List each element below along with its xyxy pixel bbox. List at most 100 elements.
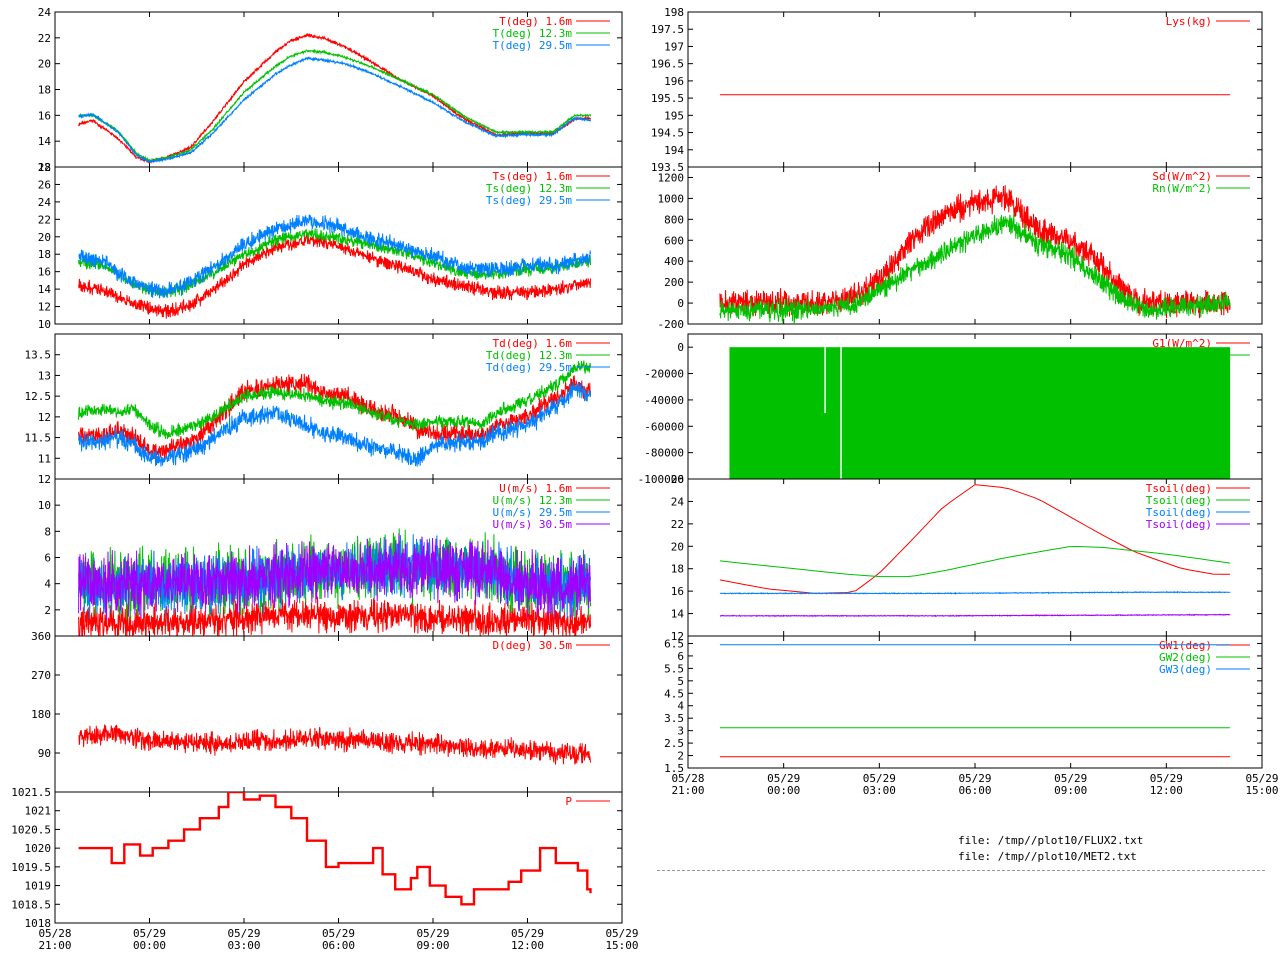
y-tick-label: 180 <box>31 708 51 721</box>
series-line <box>78 373 591 460</box>
y-tick-label: 11.5 <box>25 432 52 445</box>
separator-line <box>657 870 1265 871</box>
x-tick-label: 06:00 <box>958 784 991 797</box>
y-tick-label: 12 <box>38 473 51 486</box>
series-line <box>719 185 1231 319</box>
y-tick-label: 24 <box>38 196 52 209</box>
y-tick-label: -40000 <box>644 394 684 407</box>
y-tick-label: 16 <box>38 109 51 122</box>
legend-label: Td(deg) 29.5m <box>486 361 572 374</box>
y-tick-label: 14 <box>38 135 52 148</box>
legend-label: U(m/s) 29.5m <box>493 506 573 519</box>
y-tick-label: 200 <box>664 276 684 289</box>
x-tick-label: 05/29 <box>863 772 896 785</box>
y-tick-label: 24 <box>671 495 685 508</box>
y-tick-label: 2 <box>44 604 51 617</box>
x-tick-label: 05/29 <box>1054 772 1087 785</box>
y-tick-label: 12 <box>38 161 51 174</box>
legend-label: Rn(W/m^2) <box>1152 182 1212 195</box>
x-tick-label: 06:00 <box>322 939 355 952</box>
x-tick-label: 15:00 <box>605 939 638 952</box>
y-tick-label: 26 <box>38 178 51 191</box>
x-tick-label: 05/29 <box>605 927 638 940</box>
plot-frame <box>54 635 623 793</box>
legend-label: Ts(deg) 12.3m <box>486 182 572 195</box>
y-tick-label: 12 <box>38 301 51 314</box>
x-tick-label: 05/28 <box>38 927 71 940</box>
y-tick-label: 24 <box>38 6 52 19</box>
y-tick-label: 28 <box>38 161 51 174</box>
x-tick-label: 05/29 <box>958 772 991 785</box>
y-tick-label: 1200 <box>658 171 685 184</box>
y-tick-label: 1019 <box>25 880 52 893</box>
y-tick-label: 193.5 <box>651 161 684 174</box>
series-line <box>78 232 591 319</box>
x-tick-label: 05/29 <box>227 927 260 940</box>
legend-label: T(deg) 1.6m <box>499 15 572 28</box>
series-line <box>719 484 1231 594</box>
y-tick-label: 14 <box>38 283 52 296</box>
y-tick-label: 90 <box>38 747 51 760</box>
y-tick-label: 1.5 <box>664 762 684 775</box>
y-tick-label: 195.5 <box>651 92 684 105</box>
legend-label: T(deg) 12.3m <box>493 27 573 40</box>
legend-label: D(deg) 30.5m <box>493 639 573 652</box>
y-tick-label: 22 <box>671 518 684 531</box>
y-tick-label: 18 <box>38 248 51 261</box>
legend-label: G2(W/m^2) <box>1152 349 1212 362</box>
y-tick-label: 2 <box>677 750 684 763</box>
legend-label: Sd(W/m^2) <box>1152 170 1212 183</box>
y-tick-label: 16 <box>671 585 684 598</box>
plot-frame <box>687 11 1263 168</box>
series-line <box>78 56 591 164</box>
y-tick-label: 3.5 <box>664 712 684 725</box>
y-tick-label: 195 <box>664 109 684 122</box>
series-line <box>719 213 1231 324</box>
y-tick-label: 1020 <box>25 842 52 855</box>
y-tick-label: 1021.5 <box>11 786 51 799</box>
y-tick-label: 2.5 <box>664 737 684 750</box>
y-tick-label: 20 <box>38 231 51 244</box>
y-tick-label: 360 <box>31 630 51 643</box>
x-tick-label: 03:00 <box>227 939 260 952</box>
legend-label: Ts(deg) 29.5m <box>486 194 572 207</box>
x-tick-label: 00:00 <box>767 784 800 797</box>
series-line <box>78 214 591 299</box>
x-tick-label: 05/29 <box>322 927 355 940</box>
legend-label: Td(deg) 1.6m <box>493 337 573 350</box>
y-tick-label: 0 <box>677 297 684 310</box>
x-tick-label: 00:00 <box>133 939 166 952</box>
y-tick-label: 400 <box>664 255 684 268</box>
legend-label: GW1(deg) <box>1159 639 1212 652</box>
y-tick-label: 4.5 <box>664 687 684 700</box>
x-tick-label: 21:00 <box>38 939 71 952</box>
legend-label: U(m/s) 30.5m <box>493 518 573 531</box>
series-line <box>78 533 591 620</box>
y-tick-label: 1020.5 <box>11 823 51 836</box>
y-tick-label: 10 <box>38 318 51 331</box>
y-tick-label: 8 <box>44 525 51 538</box>
x-tick-label: 05/29 <box>1245 772 1278 785</box>
legend-label: U(m/s) 1.6m <box>499 482 572 495</box>
x-tick-label: 05/28 <box>671 772 704 785</box>
legend-label: Tsoil(deg) <box>1146 494 1212 507</box>
y-tick-label: 6 <box>44 552 51 565</box>
y-tick-label: 3 <box>677 725 684 738</box>
series-line <box>719 613 1231 618</box>
legend-label: Lys(kg) <box>1166 15 1212 28</box>
y-tick-label: 1018.5 <box>11 898 51 911</box>
y-tick-label: 6 <box>677 650 684 663</box>
x-tick-label: 12:00 <box>1150 784 1183 797</box>
y-tick-label: 194 <box>664 144 684 157</box>
legend-label: Tsoil(deg) <box>1146 518 1212 531</box>
y-tick-label: 1021 <box>25 805 52 818</box>
x-tick-label: 15:00 <box>1245 784 1278 797</box>
x-tick-label: 05/29 <box>1150 772 1183 785</box>
y-tick-label: 22 <box>38 213 51 226</box>
x-tick-label: 09:00 <box>416 939 449 952</box>
series-line <box>78 596 591 636</box>
y-tick-label: 12 <box>671 630 684 643</box>
series-line <box>78 381 591 467</box>
y-tick-label: 14 <box>671 608 685 621</box>
y-tick-label: 6.5 <box>664 637 684 650</box>
